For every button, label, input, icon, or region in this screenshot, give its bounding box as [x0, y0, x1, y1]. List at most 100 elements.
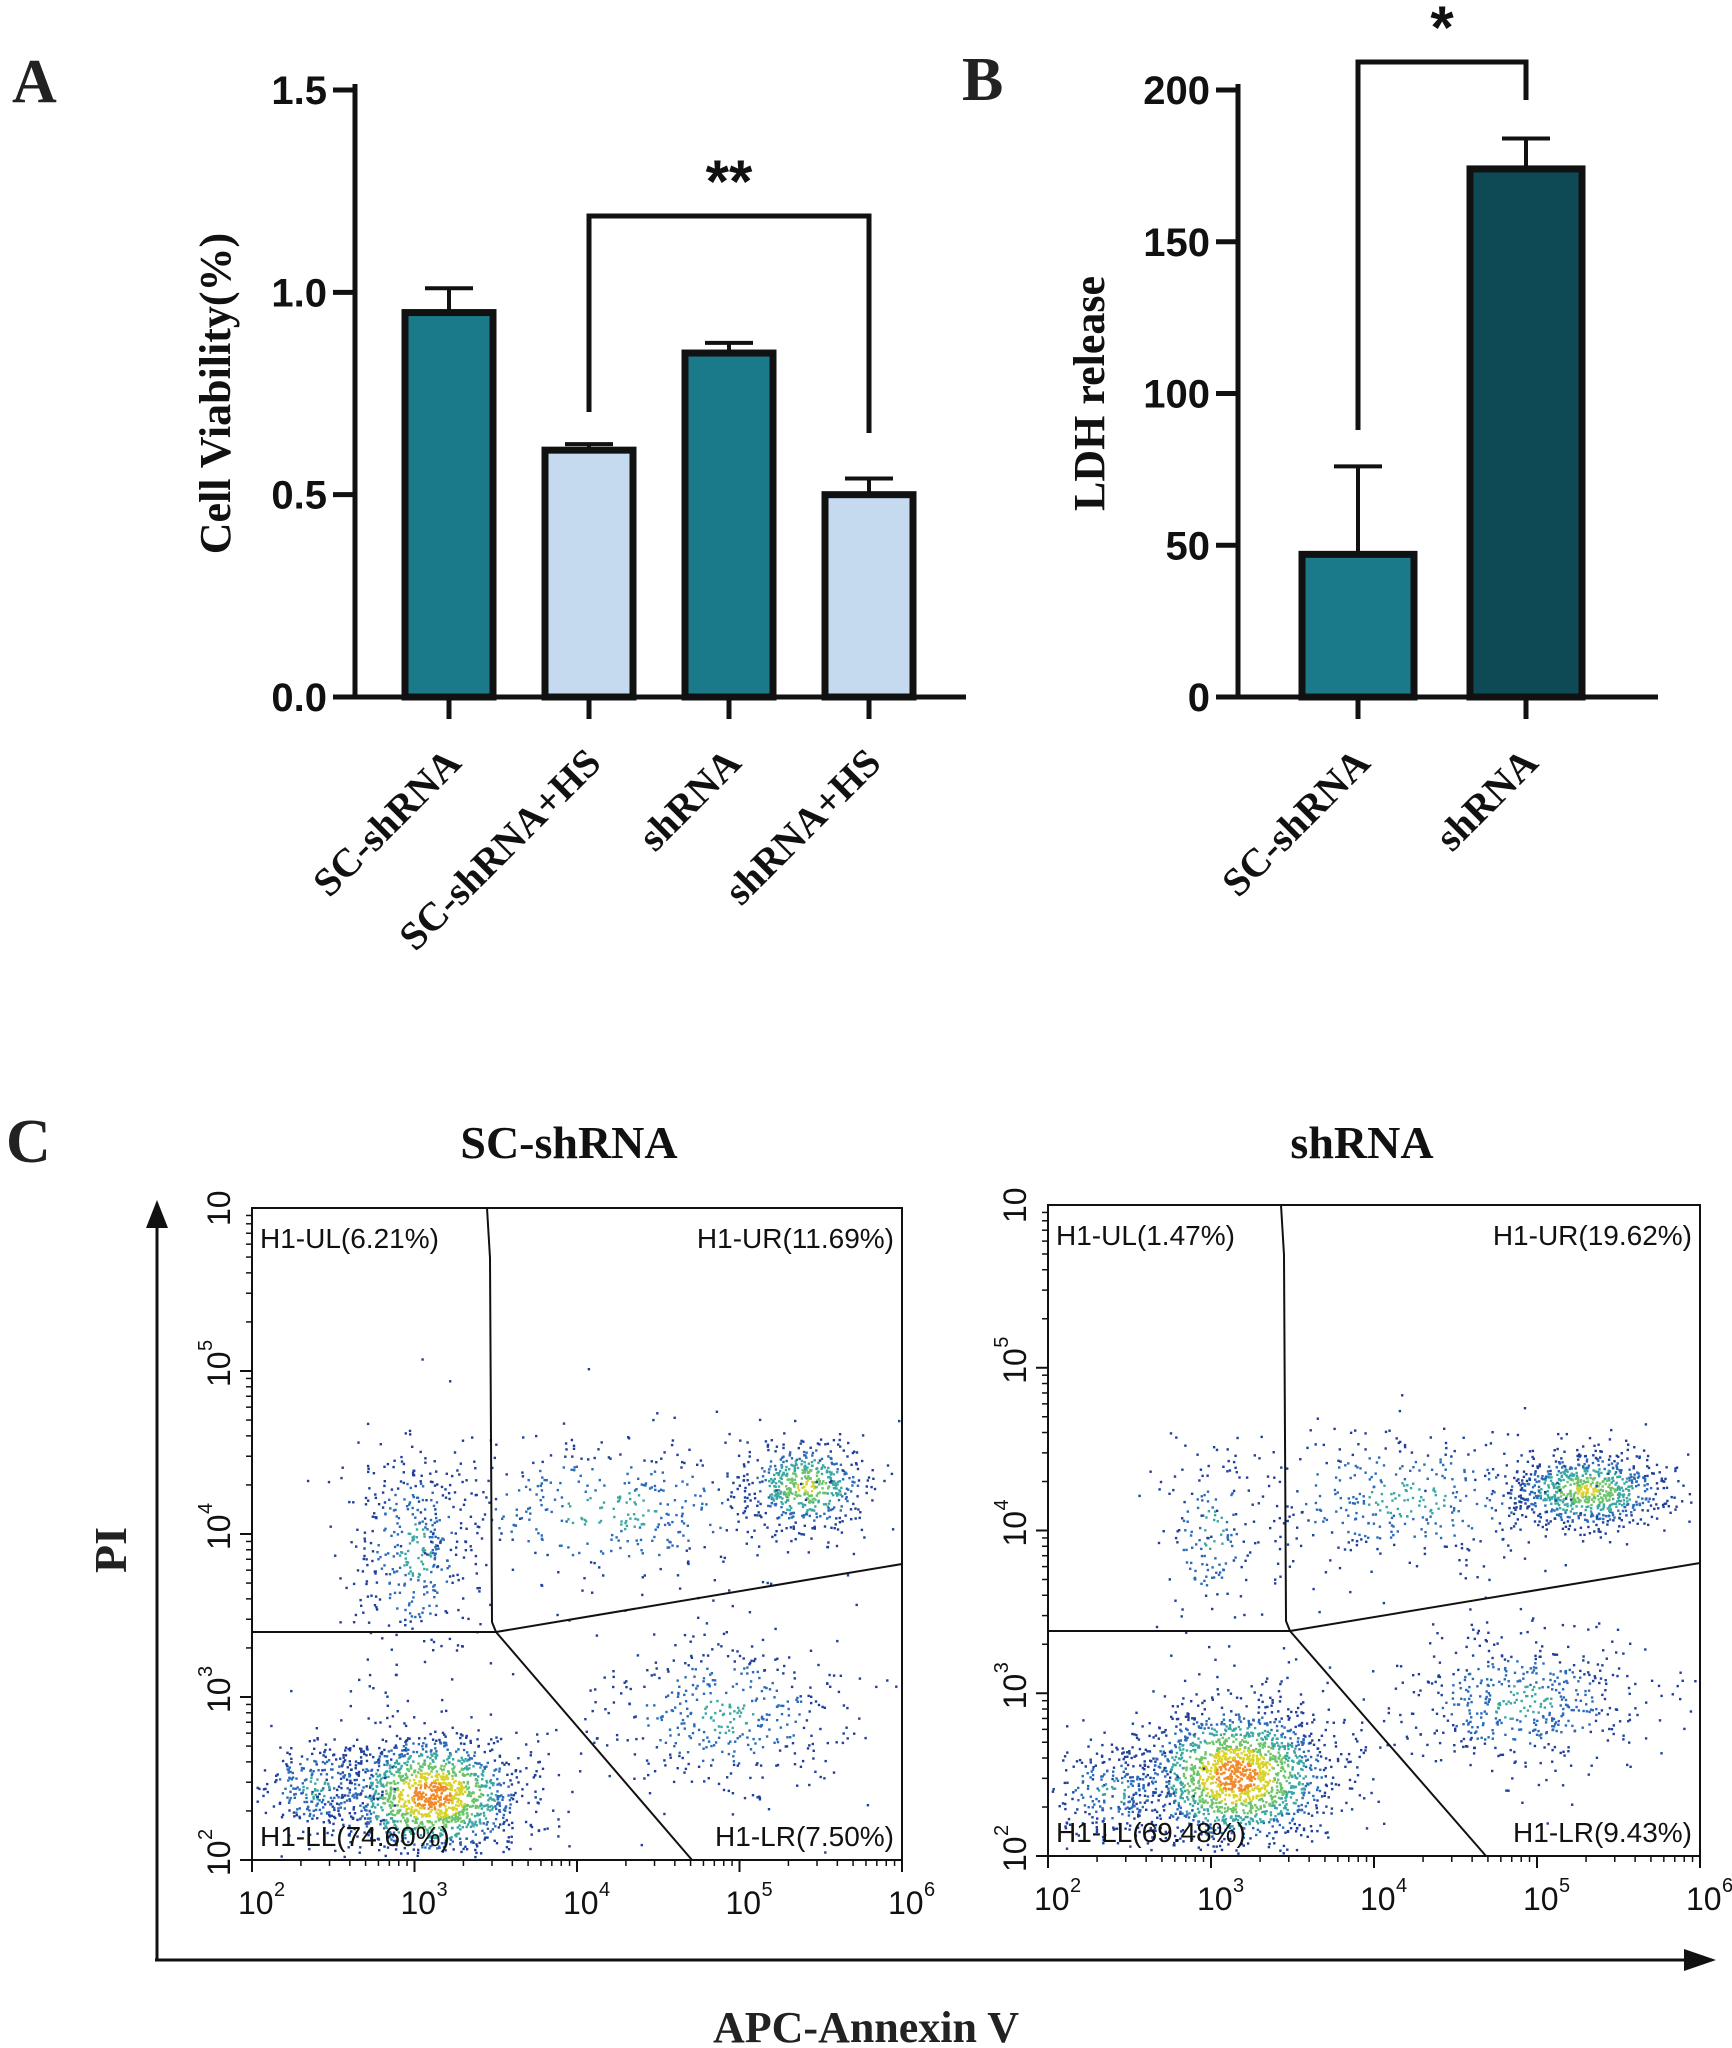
scatter-point [400, 1814, 404, 1817]
scatter-point [439, 1539, 443, 1542]
scatter-point [763, 1523, 766, 1526]
scatter-point [584, 1520, 588, 1523]
scatter-point [1255, 1762, 1258, 1765]
scatter-point [434, 1747, 437, 1750]
scatter-point [867, 1476, 871, 1479]
scatter-point [689, 1711, 693, 1715]
scatter-point [598, 1478, 601, 1482]
scatter-point [459, 1842, 462, 1845]
scatter-point [370, 1800, 373, 1803]
scatter-point [330, 1768, 333, 1771]
scatter-point [1204, 1817, 1207, 1820]
scatter-point [403, 1722, 406, 1725]
scatter-point [504, 1805, 508, 1808]
scatter-point [475, 1843, 478, 1846]
scatter-point [1264, 1771, 1267, 1774]
scatter-point [425, 1800, 429, 1803]
scatter-point [367, 1467, 370, 1470]
x-tick-label-base: 10 [563, 1885, 599, 1921]
scatter-point [774, 1450, 777, 1453]
scatter-point [439, 1785, 442, 1789]
scatter-point [421, 1765, 424, 1769]
scatter-point [842, 1732, 845, 1735]
scatter-point [860, 1528, 864, 1532]
scatter-point [474, 1799, 478, 1802]
scatter-point [375, 1772, 378, 1775]
scatter-point [674, 1644, 677, 1647]
scatter-point [1186, 1714, 1190, 1717]
scatter-point [357, 1762, 360, 1765]
scatter-point [429, 1472, 432, 1475]
scatter-point [808, 1744, 811, 1747]
scatter-point [653, 1770, 657, 1773]
scatter-point [392, 1813, 395, 1817]
scatter-point [793, 1485, 796, 1488]
scatter-point [379, 1820, 383, 1823]
scatter-point [1159, 1826, 1162, 1830]
scatter-point [412, 1495, 415, 1499]
scatter-point [459, 1787, 462, 1790]
scatter-point [684, 1689, 688, 1692]
scatter-point [678, 1530, 682, 1534]
scatter-point [434, 1512, 437, 1516]
scatter-point [747, 1483, 751, 1486]
scatter-point [795, 1458, 799, 1461]
scatter-point [1154, 1772, 1157, 1775]
scatter-point [389, 1832, 392, 1836]
scatter-points [256, 1358, 901, 1859]
scatter-point [1203, 1808, 1206, 1811]
scatter-point [395, 1502, 398, 1506]
scatter-point [398, 1768, 401, 1772]
scatter-point [1242, 1809, 1245, 1812]
scatter-point [288, 1809, 291, 1812]
scatter-point [1206, 1801, 1209, 1804]
scatter-point [407, 1532, 410, 1535]
scatter-point [479, 1795, 482, 1799]
scatter-point [315, 1727, 318, 1730]
scatter-point [1309, 1741, 1312, 1745]
scatter-point [367, 1834, 370, 1837]
scatter-point [511, 1673, 515, 1676]
scatter-point [1126, 1763, 1130, 1767]
scatter-point [644, 1482, 648, 1485]
scatter-point [1315, 1775, 1319, 1779]
scatter-point [422, 1550, 425, 1554]
scatter-point [365, 1558, 368, 1561]
scatter-point [1205, 1768, 1208, 1771]
scatter-point [1208, 1795, 1211, 1798]
scatter-point [398, 1525, 402, 1528]
scatter-point [1306, 1782, 1309, 1785]
scatter-point [431, 1541, 434, 1544]
scatter-point [674, 1742, 677, 1745]
scatter-point [1273, 1799, 1276, 1803]
scatter-point [539, 1499, 542, 1502]
scatter-point [298, 1815, 301, 1818]
scatter-point [1287, 1759, 1290, 1762]
scatter-point [537, 1740, 540, 1743]
scatter-point [1218, 1747, 1222, 1750]
scatter-point [313, 1759, 316, 1763]
scatter-point [342, 1760, 345, 1763]
scatter-point [396, 1804, 399, 1807]
scatter-point [1258, 1718, 1261, 1722]
scatter-point [389, 1786, 393, 1789]
scatter-point [806, 1471, 810, 1475]
scatter-point [412, 1535, 416, 1538]
scatter-point [764, 1440, 768, 1443]
scatter-point [456, 1573, 459, 1577]
scatter-point [386, 1759, 389, 1763]
scatter-point [403, 1813, 406, 1816]
scatter-point [690, 1656, 694, 1659]
scatter-point [423, 1759, 426, 1762]
scatter-point [469, 1757, 472, 1760]
scatter-point [793, 1469, 796, 1472]
scatter-point [643, 1777, 646, 1780]
scatter-point [1293, 1750, 1296, 1753]
scatter-point [763, 1669, 766, 1672]
scatter-point [786, 1551, 790, 1554]
scatter-point [514, 1524, 518, 1527]
scatter-point [328, 1788, 331, 1792]
scatter-point [841, 1741, 845, 1745]
scatter-point [1214, 1781, 1217, 1784]
